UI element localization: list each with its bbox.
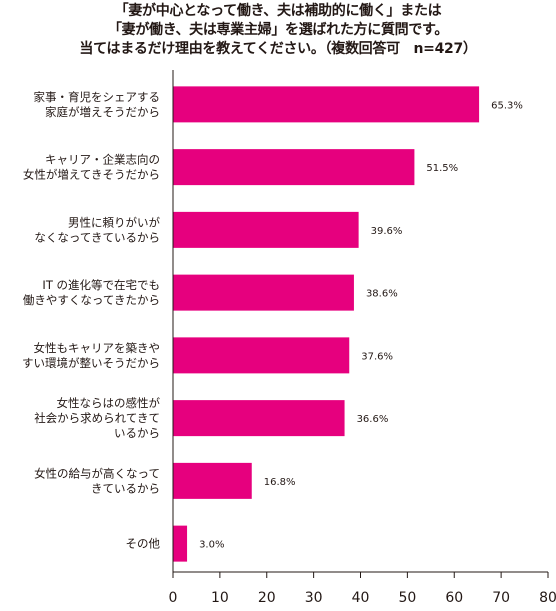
category-label-2: キャリア・企業志向の女性が増えてきそうだから [23,153,160,182]
category-label-line: 男性に頼りがいが [68,215,160,229]
value-label-2: 51.5% [426,163,458,174]
bar-7 [173,462,252,499]
x-tick-label-70: 70 [492,590,510,606]
value-label-1: 65.3% [491,100,523,111]
category-label-5: 女性もキャリアを築きやすい環境が整いそうだから [22,341,160,370]
category-label-7: 女性の給与が高くなってきているから [34,466,160,495]
value-label-8: 3.0% [199,540,224,551]
category-label-line: なくなってきているから [34,230,160,244]
category-label-3: 男性に頼りがいがなくなってきているから [34,215,160,244]
value-label-6: 36.6% [357,414,389,425]
category-label-1: 家事・育児をシェアする家庭が増えそうだから [34,90,161,119]
x-tick-label-40: 40 [352,590,370,606]
category-label-line: キャリア・企業志向の [45,153,160,167]
bar-5 [173,337,350,374]
x-tick-label-20: 20 [258,590,276,606]
x-tick-label-30: 30 [305,590,323,606]
bar-8 [173,525,188,562]
bar-6 [173,400,345,437]
x-tick-label-0: 0 [169,590,178,606]
category-label-line: IT の進化等で在宅でも [42,278,160,292]
category-label-line: 女性の給与が高くなって [34,466,160,480]
category-label-line: 女性が増えてきそうだから [23,168,160,182]
title-line-2: 「妻が働き、夫は専業主婦」を選ばれた方に質問です。 [107,22,449,38]
category-label-line: きているから [91,481,160,495]
category-label-line: 女性ならはの感性が [57,396,161,410]
bar-4 [173,274,354,311]
bar-1 [173,86,480,123]
value-label-7: 16.8% [264,477,296,488]
value-label-4: 38.6% [366,289,398,300]
category-label-6: 女性ならはの感性が社会から求められてきているから [34,396,160,440]
x-tick-label-80: 80 [539,590,556,606]
category-label-line: 働きやすくなってきたから [23,293,160,307]
category-label-line: 女性もキャリアを築きや [34,341,161,355]
category-label-line: いるから [114,426,160,440]
title-line-3: 当てはまるだけ理由を教えてください。（複数回答可 n=427） [79,41,477,57]
bar-3 [173,211,359,248]
x-tick-label-60: 60 [445,590,463,606]
bar-2 [173,149,415,186]
value-label-5: 37.6% [361,351,393,362]
category-label-line: その他 [126,537,161,551]
chart-title: 「妻が中心となって働き、夫は補助的に働く」または 「妻が働き、夫は専業主婦」を選… [0,2,556,59]
title-line-1: 「妻が中心となって働き、夫は補助的に働く」または [114,3,442,19]
category-label-line: 社会から求められてきて [34,411,160,425]
category-label-4: IT の進化等で在宅でも働きやすくなってきたから [23,278,160,307]
category-label-8: その他 [126,537,161,551]
x-tick-label-50: 50 [398,590,416,606]
value-label-3: 39.6% [371,226,403,237]
category-label-line: 家事・育児をシェアする [34,90,161,104]
category-label-line: 家庭が増えそうだから [45,105,160,119]
x-tick-label-10: 10 [211,590,229,606]
category-label-line: すい環境が整いそうだから [22,356,160,370]
